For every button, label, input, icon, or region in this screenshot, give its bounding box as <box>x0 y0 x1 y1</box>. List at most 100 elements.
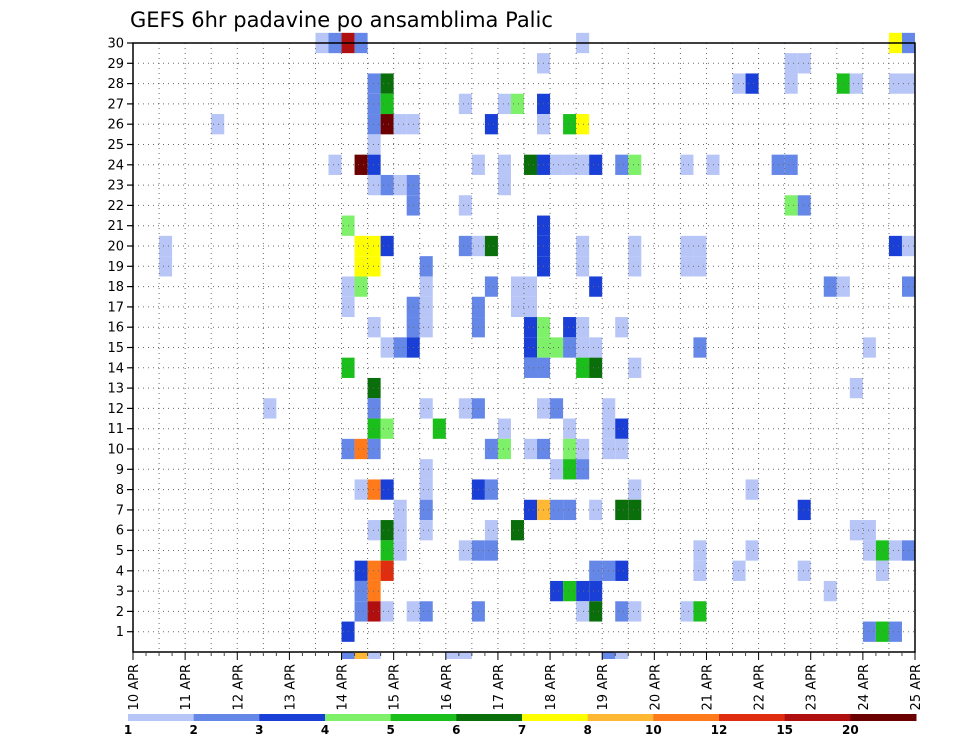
heatmap-cell <box>628 256 642 277</box>
y-tick-label: 27 <box>107 97 124 112</box>
legend-label: 20 <box>842 723 859 737</box>
heatmap-cell <box>367 560 381 581</box>
heatmap-cell <box>888 540 902 561</box>
heatmap-cell <box>524 296 538 318</box>
heatmap-cell <box>484 114 498 135</box>
heatmap-cell <box>693 601 707 622</box>
heatmap-cell <box>797 560 811 581</box>
legend-swatch <box>325 714 392 721</box>
x-tick-label: 20 APR <box>648 664 663 710</box>
heatmap-cell <box>380 73 394 94</box>
legend-swatch <box>653 714 720 721</box>
heatmap-cell <box>576 235 590 257</box>
legend-label: 6 <box>452 723 460 737</box>
heatmap-cell <box>576 580 590 602</box>
heatmap-cell <box>380 479 394 500</box>
heatmap-cell <box>849 520 863 541</box>
heatmap-cell <box>615 438 629 460</box>
y-tick-label: 1 <box>116 625 124 640</box>
y-tick-label: 17 <box>107 300 124 315</box>
heatmap-cell <box>419 479 433 500</box>
y-tick-label: 6 <box>116 524 124 539</box>
heatmap-cell <box>589 580 603 602</box>
heatmap-cell <box>693 560 707 581</box>
heatmap-cell <box>628 499 642 521</box>
heatmap-cell <box>380 174 394 196</box>
heatmap-cell <box>589 276 603 297</box>
heatmap-cell <box>550 154 564 175</box>
heatmap-cell <box>589 499 603 521</box>
legend-swatch <box>390 714 457 721</box>
heatmap-cell <box>510 93 524 115</box>
heatmap-cell <box>484 479 498 500</box>
heatmap-cell <box>563 418 577 439</box>
legend-label: 1 <box>124 723 132 737</box>
x-tick-label: 21 APR <box>700 664 715 710</box>
heatmap-cell <box>524 438 538 460</box>
legend-swatch <box>587 714 654 721</box>
y-tick-label: 9 <box>116 463 124 478</box>
heatmap-cells <box>159 32 915 659</box>
x-tick-label: 12 APR <box>231 664 246 710</box>
heatmap-cell <box>419 276 433 297</box>
heatmap-cell <box>484 276 498 297</box>
heatmap-cell <box>497 174 511 196</box>
heatmap-cell <box>550 499 564 521</box>
x-tick-label: 23 APR <box>805 664 820 710</box>
heatmap-cell <box>367 174 381 196</box>
heatmap-cell <box>510 520 524 541</box>
heatmap-cell <box>367 154 381 175</box>
x-tick-label: 24 APR <box>857 664 872 710</box>
legend-swatch <box>193 714 260 721</box>
heatmap-cell <box>875 540 889 561</box>
heatmap-cell <box>458 540 472 561</box>
heatmap-cell <box>211 114 225 135</box>
y-tick-label: 21 <box>107 219 124 234</box>
y-tick-label: 19 <box>107 260 124 275</box>
y-tick-label: 5 <box>116 544 124 559</box>
legend-swatch <box>719 714 786 721</box>
heatmap-cell <box>367 73 381 94</box>
heatmap-cell <box>797 195 811 216</box>
heatmap-cell <box>393 499 407 521</box>
legend-label: 7 <box>518 723 526 737</box>
y-tick-label: 15 <box>107 341 124 356</box>
heatmap-cell <box>602 652 616 659</box>
heatmap-cell <box>693 540 707 561</box>
heatmap-cell <box>576 438 590 460</box>
heatmap-cell <box>563 337 577 358</box>
heatmap-cell <box>497 154 511 175</box>
heatmap-cell <box>367 601 381 622</box>
heatmap-cell <box>524 337 538 358</box>
heatmap-cell <box>354 256 368 277</box>
heatmap-cell <box>563 499 577 521</box>
heatmap-cell <box>380 560 394 581</box>
heatmap-cell <box>510 276 524 297</box>
y-tick-label: 18 <box>107 280 124 295</box>
heatmap-cell <box>563 317 577 338</box>
heatmap-cell <box>849 377 863 399</box>
heatmap-cell <box>367 114 381 135</box>
heatmap-cell <box>784 195 798 216</box>
heatmap-cell <box>367 580 381 602</box>
heatmap-cell <box>497 438 511 460</box>
legend-label: 2 <box>189 723 197 737</box>
heatmap-cell <box>706 154 720 175</box>
heatmap-cell <box>589 560 603 581</box>
heatmap-cell <box>563 580 577 602</box>
heatmap-cell <box>159 256 173 277</box>
heatmap-cell <box>354 560 368 581</box>
heatmap-cell <box>419 459 433 480</box>
x-tick-label: 19 APR <box>596 664 611 710</box>
y-tick-label: 22 <box>107 199 124 214</box>
heatmap-cell <box>693 256 707 277</box>
heatmap-cell <box>576 114 590 135</box>
heatmap-cell <box>628 479 642 500</box>
heatmap-cell <box>875 621 889 642</box>
heatmap-cell <box>524 499 538 521</box>
heatmap-cell <box>615 652 629 659</box>
heatmap-cell <box>628 235 642 257</box>
heatmap-cell <box>380 114 394 135</box>
heatmap-cell <box>367 418 381 439</box>
